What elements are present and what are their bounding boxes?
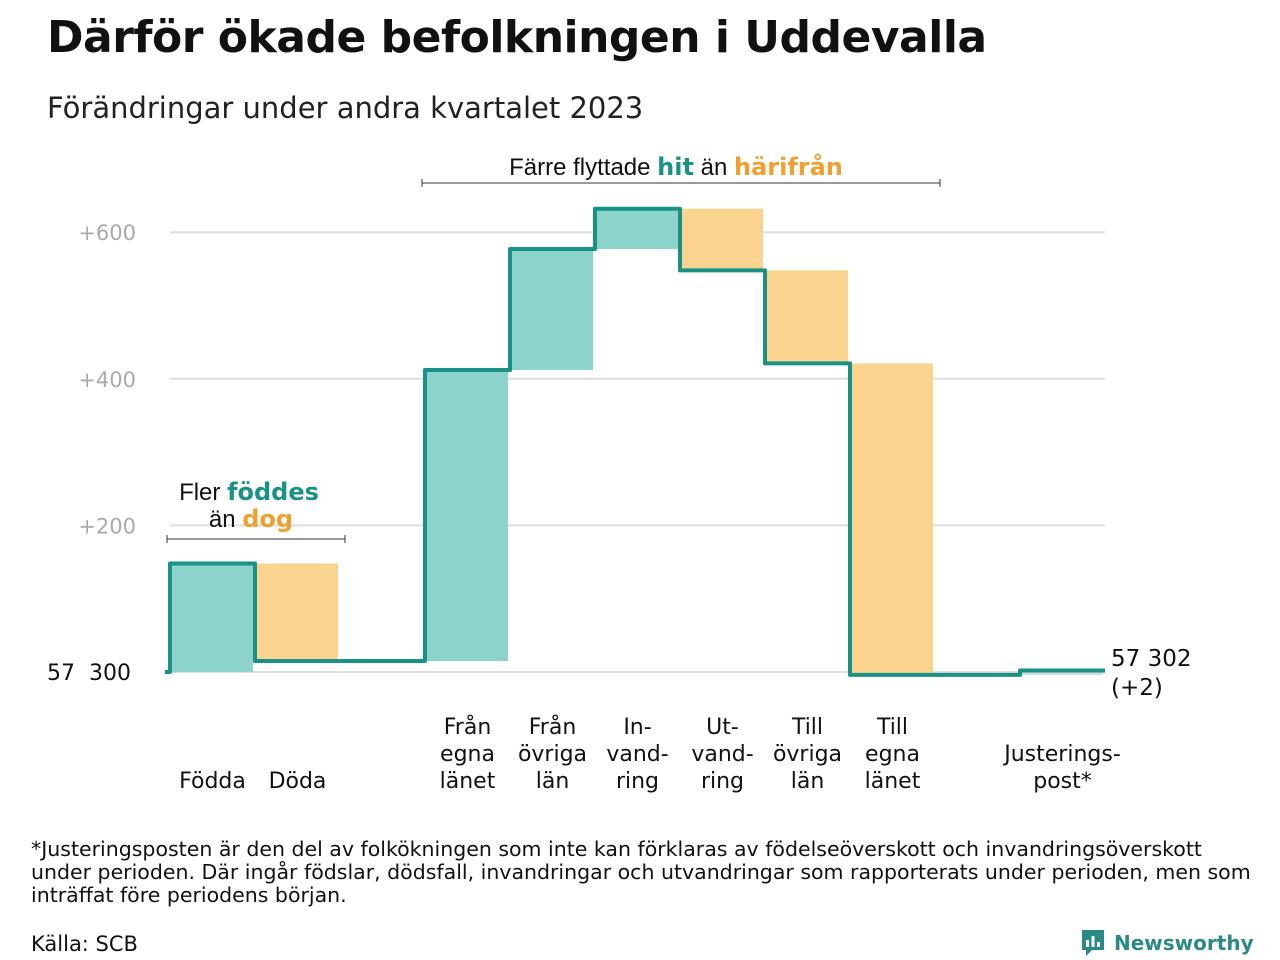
category-label: Justerings- [1002,742,1121,767]
baseline-label: 57 300 [47,661,131,686]
y-tick-label: +400 [78,368,136,392]
step-line [165,206,1105,677]
category-label: övriga [773,742,842,767]
annotation-moves: Färre flyttade hit än härifrån [421,152,941,187]
bar [852,363,933,675]
category-label: Till [876,715,908,740]
bar [682,208,763,271]
category-label: länet [440,769,496,794]
bar [427,370,508,662]
y-tick-label: +600 [78,221,136,245]
category-label: Döda [269,769,327,794]
category-label: länet [865,769,921,794]
annotation-births-pre2: än [209,506,242,533]
brand[interactable]: Newsworthy [1080,928,1254,958]
bar [767,270,848,364]
annotation-moves-harifran: härifrån [734,152,843,181]
category-label: län [536,769,570,794]
svg-text:än dog: än dog [209,505,293,533]
category-label: ring [616,769,659,794]
category-label: egna [440,742,495,767]
step-line-group [165,206,1105,677]
annotation-moves-hit: hit [657,153,694,181]
footnote: *Justeringsposten är den del av folkökni… [31,837,1251,907]
svg-text:Fler föddes: Fler föddes [179,478,319,506]
category-label: In- [623,715,651,740]
category-label: post* [1033,769,1092,794]
chart-title: Därför ökade befolkningen i Uddevalla [47,12,987,63]
category-label: Till [791,715,823,740]
annotation-births: Fler föddes än dog [166,478,346,543]
chart-subtitle: Förändringar under andra kvartalet 2023 [47,91,644,125]
category-label: övriga [518,742,587,767]
annotation-moves-pre: Färre flyttade [509,154,657,181]
category-label: ring [701,769,744,794]
annotation-births-pre: Fler [179,479,227,506]
category-label: vand- [691,742,753,767]
category-label: Födda [179,769,246,794]
bar [1022,670,1103,675]
category-label: egna [865,742,920,767]
annotation-births-foddes: föddes [227,478,319,506]
bar [257,563,338,662]
category-label: Från [444,714,492,740]
svg-text:Färre flyttade hit än härifrån: Färre flyttade hit än härifrån [509,152,843,181]
category-label: Ut- [706,715,739,740]
end-change-label: (+2) [1111,675,1163,701]
bars [172,208,1103,675]
category-label: Från [529,714,577,740]
y-tick-label: +200 [78,514,136,538]
category-label: län [791,769,825,794]
bar [597,208,678,250]
category-label: vand- [606,742,668,767]
brand-name: Newsworthy [1114,931,1254,955]
end-value-label: 57 302 [1111,646,1191,672]
annotation-moves-mid: än [694,154,734,181]
bar [172,563,253,672]
newsworthy-logo-icon [1082,930,1104,956]
source-label: Källa: SCB [31,932,138,956]
bar [512,249,593,371]
annotation-births-dog: dog [242,505,293,533]
